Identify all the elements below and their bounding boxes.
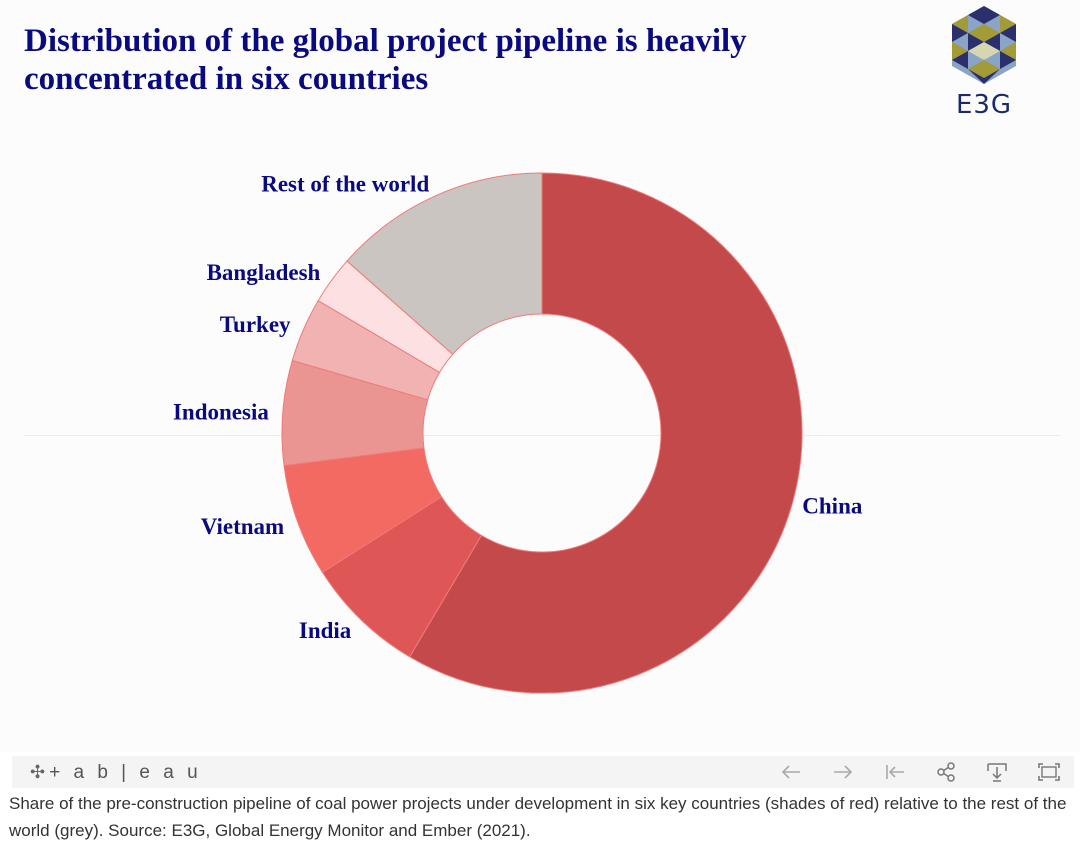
share-icon (937, 762, 955, 782)
tableau-brand-text: + a b | e a u (49, 762, 202, 783)
download-button[interactable] (984, 759, 1010, 785)
fullscreen-icon (1038, 763, 1060, 781)
undo-button[interactable] (778, 759, 804, 785)
fullscreen-button[interactable] (1036, 759, 1062, 785)
logo-text: E3G (955, 90, 1013, 120)
revert-icon (886, 765, 904, 779)
label-china: China (802, 493, 863, 518)
chart-caption: Share of the pre-construction pipeline o… (9, 794, 1067, 840)
chart-title: Distribution of the global project pipel… (24, 23, 747, 97)
label-india: India (299, 618, 352, 643)
label-turkey: Turkey (220, 312, 291, 337)
e3g-logo: E3G (948, 4, 1020, 124)
arrow-right-icon (834, 765, 853, 779)
label-indonesia: Indonesia (173, 400, 269, 425)
share-button[interactable] (933, 759, 959, 785)
label-vietnam: Vietnam (201, 514, 284, 539)
tableau-logo: ✣ + a b | e a u (30, 760, 202, 785)
tableau-toolbar: ✣ + a b | e a u (12, 756, 1074, 788)
donut-chart: China India Vietnam Indonesia Turkey Banglade… (173, 171, 863, 694)
label-rest-of-the-world: Rest of the world (261, 171, 429, 196)
slice-rest-of-the-world[interactable] (346, 172, 543, 356)
slice-china[interactable] (408, 172, 803, 694)
arrow-left-icon (781, 765, 800, 779)
reference-line (24, 435, 1060, 436)
redo-button[interactable] (830, 759, 856, 785)
tableau-mark-icon: ✣ (30, 762, 46, 782)
download-icon (987, 763, 1007, 782)
revert-button[interactable] (882, 759, 908, 785)
e3g-logo-icon (952, 6, 1016, 84)
label-bangladesh: Bangladesh (207, 260, 321, 285)
